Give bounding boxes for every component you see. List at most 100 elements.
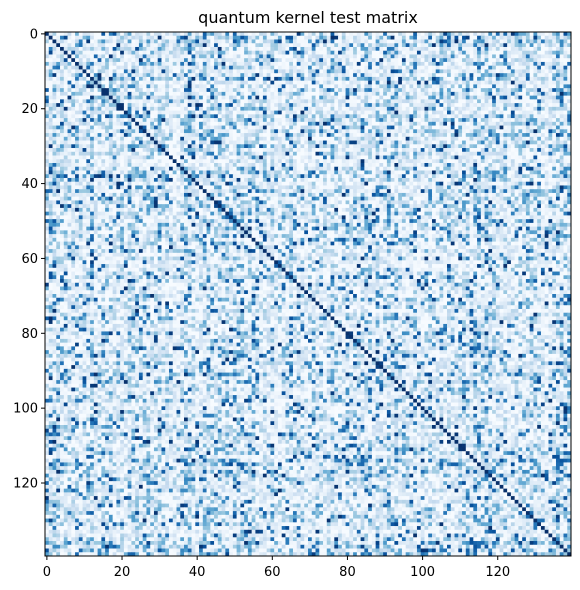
heatmap-cell: [225, 159, 230, 164]
heatmap-cell: [435, 58, 440, 63]
heatmap-cell: [368, 88, 373, 93]
heatmap-cell: [383, 65, 388, 70]
heatmap-cell: [161, 76, 166, 81]
heatmap-cell: [82, 114, 87, 119]
heatmap-cell: [191, 88, 196, 93]
heatmap-cell: [281, 39, 286, 44]
heatmap-cell: [236, 129, 241, 134]
heatmap-cell: [153, 118, 159, 123]
heatmap-cell: [60, 133, 65, 138]
heatmap-cell: [563, 69, 568, 74]
heatmap-cell: [75, 148, 80, 153]
heatmap-cell: [60, 84, 65, 89]
heatmap-cell: [135, 61, 140, 67]
heatmap-cell: [488, 54, 493, 59]
heatmap-cell: [311, 125, 316, 130]
heatmap-cell: [416, 61, 422, 67]
heatmap-cell: [567, 50, 572, 55]
heatmap-cell: [56, 54, 61, 59]
heatmap-cell: [420, 54, 425, 59]
heatmap-cell: [270, 88, 275, 93]
heatmap-cell: [435, 103, 440, 108]
heatmap-cell: [409, 35, 414, 40]
heatmap-cell: [353, 136, 358, 141]
heatmap-cell: [537, 114, 542, 119]
heatmap-cell: [383, 76, 388, 81]
heatmap-cell: [315, 43, 320, 48]
heatmap-cell: [292, 148, 298, 153]
heatmap-cell: [210, 88, 215, 93]
heatmap-cell: [311, 99, 316, 104]
heatmap-cell: [364, 136, 369, 141]
heatmap-cell: [371, 151, 376, 156]
heatmap-cell: [172, 114, 177, 119]
heatmap-cell: [315, 76, 320, 81]
heatmap-cell: [537, 80, 542, 85]
heatmap-cell: [116, 148, 121, 153]
heatmap-cell: [311, 35, 316, 40]
heatmap-cell: [153, 50, 159, 55]
heatmap-cell: [270, 95, 275, 100]
heatmap-cell: [97, 151, 102, 156]
heatmap-cell: [488, 140, 493, 145]
heatmap-cell: [131, 148, 136, 153]
heatmap-cell: [462, 155, 467, 160]
heatmap-cell: [465, 125, 470, 130]
heatmap-cell: [507, 155, 512, 160]
heatmap-cell: [112, 155, 117, 160]
heatmap-cell: [522, 54, 527, 59]
heatmap-cell: [206, 118, 211, 123]
heatmap-cell: [165, 125, 170, 130]
heatmap-cell: [221, 39, 226, 44]
heatmap-cell: [78, 118, 83, 123]
heatmap-cell: [210, 99, 215, 104]
heatmap-cell: [165, 54, 170, 59]
heatmap-cell: [308, 43, 313, 48]
heatmap-cell: [229, 58, 234, 63]
heatmap-cell: [281, 163, 286, 168]
heatmap-cell: [308, 95, 313, 100]
heatmap-cell: [292, 125, 298, 130]
heatmap-cell: [146, 80, 151, 85]
heatmap-cell: [450, 148, 455, 153]
heatmap-cell: [180, 43, 185, 48]
heatmap-cell: [221, 76, 226, 81]
heatmap-cell: [101, 61, 106, 67]
heatmap-cell: [315, 136, 320, 141]
heatmap-cell: [353, 151, 358, 156]
heatmap-cell: [488, 155, 493, 160]
heatmap-cell: [285, 58, 290, 63]
heatmap-cell: [416, 140, 422, 145]
heatmap-cell: [146, 32, 151, 37]
heatmap-cell: [285, 114, 290, 119]
heatmap-cell: [469, 80, 474, 85]
heatmap-cell: [462, 99, 467, 104]
heatmap-cell: [529, 76, 534, 81]
heatmap-cell: [383, 80, 388, 85]
heatmap-cell: [150, 76, 155, 81]
heatmap-cell: [225, 129, 230, 134]
heatmap-cell: [146, 61, 151, 67]
heatmap-cell: [439, 80, 444, 85]
heatmap-cell: [326, 32, 331, 37]
heatmap-cell: [210, 65, 215, 70]
heatmap-cell: [217, 76, 222, 81]
heatmap-cell: [285, 95, 290, 100]
heatmap-cell: [319, 32, 324, 37]
heatmap-cell: [108, 46, 113, 52]
heatmap-cell: [416, 114, 422, 119]
heatmap-cell: [326, 125, 331, 130]
heatmap-cell: [123, 65, 129, 70]
heatmap-cell: [101, 95, 106, 100]
heatmap-cell: [375, 39, 380, 44]
heatmap-cell: [259, 84, 264, 89]
heatmap-cell: [522, 84, 527, 89]
heatmap-cell: [116, 110, 121, 115]
heatmap-cell: [499, 144, 504, 149]
heatmap-cell: [450, 43, 455, 48]
heatmap-cell: [503, 140, 508, 145]
heatmap-cell: [274, 50, 279, 55]
heatmap-cell: [120, 151, 125, 156]
heatmap-cell: [191, 110, 196, 115]
heatmap-cell: [552, 32, 557, 37]
